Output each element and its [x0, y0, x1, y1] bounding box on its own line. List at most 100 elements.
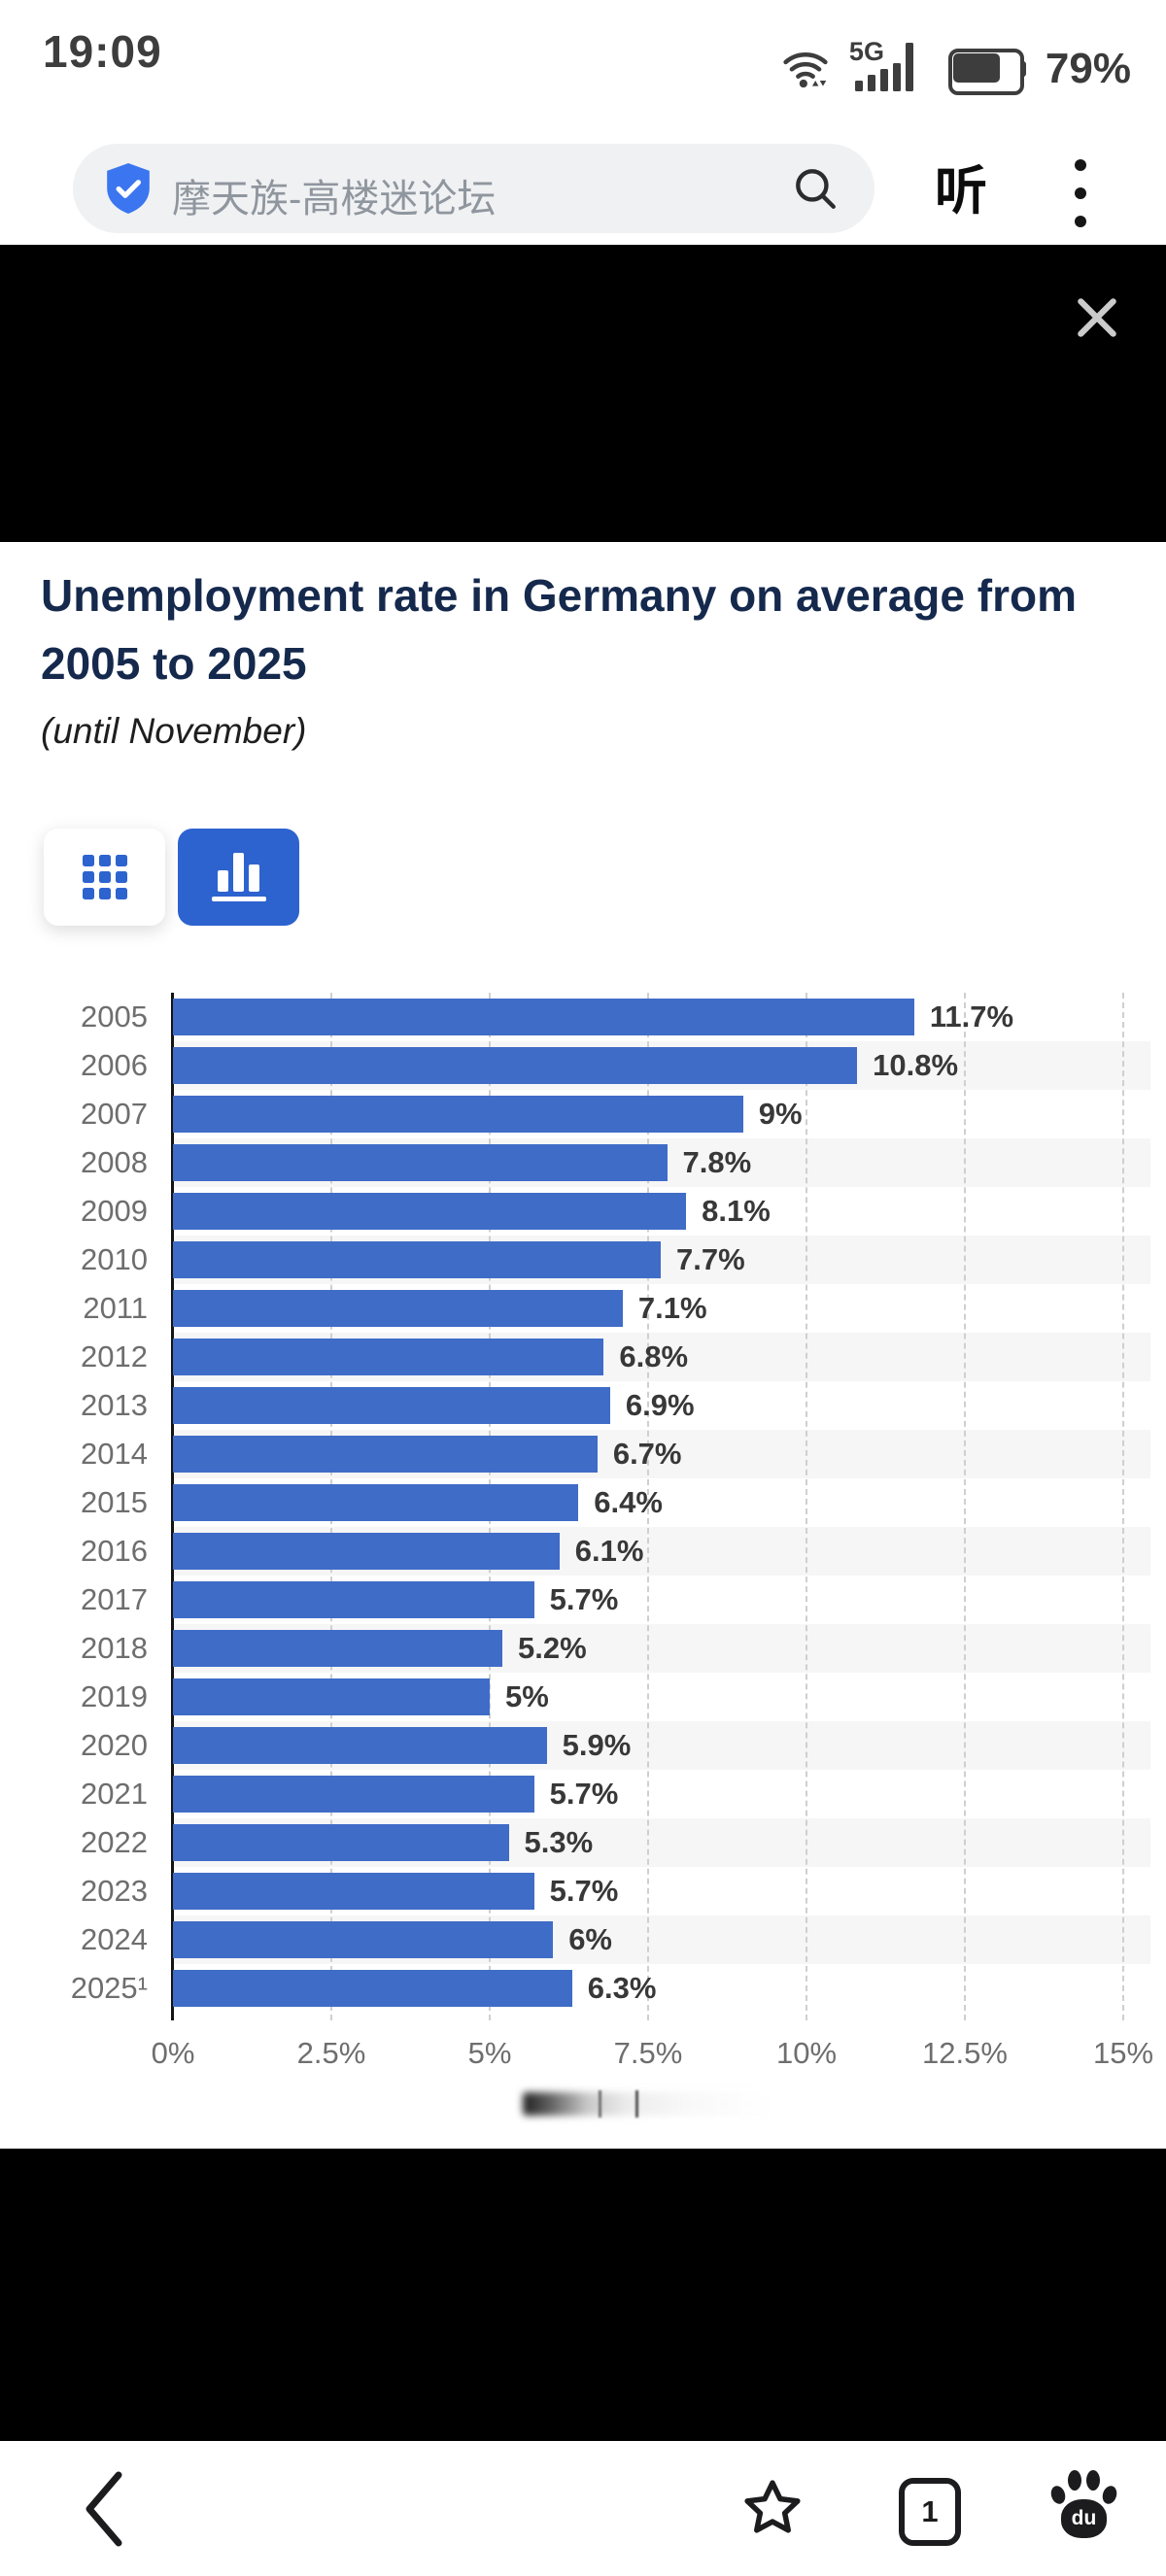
status-time: 19:09: [43, 26, 162, 77]
chart-view-button[interactable]: [178, 829, 299, 926]
year-label: 2016: [81, 1534, 148, 1568]
bar[interactable]: [173, 1533, 560, 1570]
bar-row: 2019 5%: [0, 1673, 1166, 1721]
value-label: 10.8%: [873, 1048, 959, 1082]
baidu-home-icon[interactable]: du: [1048, 2470, 1119, 2544]
value-label: 6.1%: [574, 1534, 644, 1568]
value-label: 5%: [505, 1679, 549, 1713]
bar[interactable]: [173, 1630, 503, 1667]
tab-counter-button[interactable]: 1: [899, 2478, 961, 2546]
bar[interactable]: [173, 1241, 662, 1278]
year-label: 2013: [81, 1388, 148, 1422]
bar[interactable]: [173, 1727, 547, 1764]
bar-row: 2024 6%: [0, 1915, 1166, 1964]
bar-row: 2025¹ 6.3%: [0, 1964, 1166, 2013]
battery-icon: [947, 49, 1030, 95]
bar[interactable]: [173, 1193, 687, 1230]
x-tick-label: 10%: [775, 2036, 838, 2070]
x-tick-label: 2.5%: [296, 2036, 366, 2070]
wifi-icon: [783, 51, 828, 88]
gridline: [1122, 993, 1124, 2020]
x-tick-label: 0%: [151, 2036, 195, 2070]
horizontal-scrollbar[interactable]: [523, 2090, 772, 2118]
year-label: 2005: [81, 1000, 148, 1034]
year-label: 2018: [81, 1631, 148, 1665]
bar[interactable]: [173, 1436, 598, 1473]
x-tick-label: 5%: [467, 2036, 512, 2070]
year-label: 2024: [81, 1922, 148, 1956]
year-label: 2010: [81, 1242, 148, 1276]
bar-row: 2016 6.1%: [0, 1527, 1166, 1576]
year-label: 2014: [81, 1437, 148, 1471]
bar-chart-icon: [218, 853, 259, 892]
gridline: [806, 993, 807, 2020]
listen-button[interactable]: 听: [935, 162, 987, 220]
bar-row: 2009 8.1%: [0, 1187, 1166, 1236]
y-axis-line: [171, 993, 174, 2020]
bar[interactable]: [173, 1339, 604, 1375]
year-label: 2022: [81, 1825, 148, 1859]
bar[interactable]: [173, 1824, 509, 1861]
year-label: 2021: [81, 1777, 148, 1811]
bar-row: 2011 7.1%: [0, 1284, 1166, 1333]
page-subtitle: (until November): [41, 711, 307, 751]
value-label: 6%: [568, 1922, 612, 1956]
baidu-paw-label: du: [1071, 2507, 1097, 2529]
bar-row: 2021 5.7%: [0, 1770, 1166, 1818]
year-label: 2019: [81, 1679, 148, 1713]
overflow-menu-icon[interactable]: [1075, 159, 1086, 227]
bar[interactable]: [173, 1873, 534, 1910]
value-label: 7.8%: [682, 1145, 752, 1179]
x-axis: 0% 2.5% 5% 7.5% 10% 12.5% 15%: [0, 2036, 1166, 2079]
bar-row: 2013 6.9%: [0, 1381, 1166, 1430]
bar[interactable]: [173, 1047, 858, 1084]
bar[interactable]: [173, 1484, 579, 1521]
bar[interactable]: [173, 1387, 610, 1424]
bar[interactable]: [173, 1776, 534, 1813]
value-label: 5.2%: [518, 1631, 587, 1665]
back-icon[interactable]: [82, 2470, 124, 2548]
battery-percent: 79%: [1045, 45, 1131, 92]
bar[interactable]: [173, 1581, 534, 1618]
year-label: 2006: [81, 1048, 148, 1082]
bar-row: 2008 7.8%: [0, 1138, 1166, 1187]
bar-row: 2022 5.3%: [0, 1818, 1166, 1867]
bar[interactable]: [173, 1678, 490, 1715]
bar[interactable]: [173, 1144, 668, 1181]
bar[interactable]: [173, 999, 914, 1035]
status-icons: 5G 79%: [777, 37, 1131, 95]
bar[interactable]: [173, 1290, 623, 1327]
value-label: 6.9%: [625, 1388, 695, 1422]
table-view-button[interactable]: [44, 829, 165, 926]
bar-row: 2020 5.9%: [0, 1721, 1166, 1770]
cellular-signal-icon: 5G: [848, 37, 933, 93]
bar-row: 2017 5.7%: [0, 1576, 1166, 1624]
network-type-label: 5G: [848, 37, 884, 66]
value-label: 6.4%: [594, 1485, 663, 1519]
bar-chart: 2005 11.7% 2006 10.8% 2007 9% 2008 7.8% 2009 8.1%…: [0, 993, 1166, 2100]
value-label: 5.3%: [524, 1825, 594, 1859]
year-label: 2023: [81, 1874, 148, 1908]
bar-row: 2023 5.7%: [0, 1867, 1166, 1915]
bar-row: 2014 6.7%: [0, 1430, 1166, 1478]
search-icon[interactable]: [791, 164, 840, 213]
value-label: 7.1%: [637, 1291, 707, 1325]
value-label: 5.7%: [549, 1777, 619, 1811]
bar[interactable]: [173, 1970, 572, 2007]
value-label: 5.7%: [549, 1582, 619, 1616]
close-icon[interactable]: [1073, 293, 1121, 342]
gridline: [964, 993, 966, 2020]
table-grid-icon: [82, 855, 127, 899]
year-label: 2009: [81, 1194, 148, 1228]
search-input[interactable]: 摩天族-高楼迷论坛: [73, 144, 874, 233]
bookmark-star-icon[interactable]: [740, 2476, 805, 2540]
value-label: 6.3%: [587, 1971, 657, 2005]
bar-row: 2006 10.8%: [0, 1041, 1166, 1090]
gridline: [647, 993, 649, 2020]
bar[interactable]: [173, 1921, 554, 1958]
value-label: 5.9%: [562, 1728, 632, 1762]
bar-row: 2005 11.7%: [0, 993, 1166, 1041]
bar-row: 2018 5.2%: [0, 1624, 1166, 1673]
bar[interactable]: [173, 1096, 743, 1133]
search-query-text: 摩天族-高楼迷论坛: [172, 178, 497, 220]
